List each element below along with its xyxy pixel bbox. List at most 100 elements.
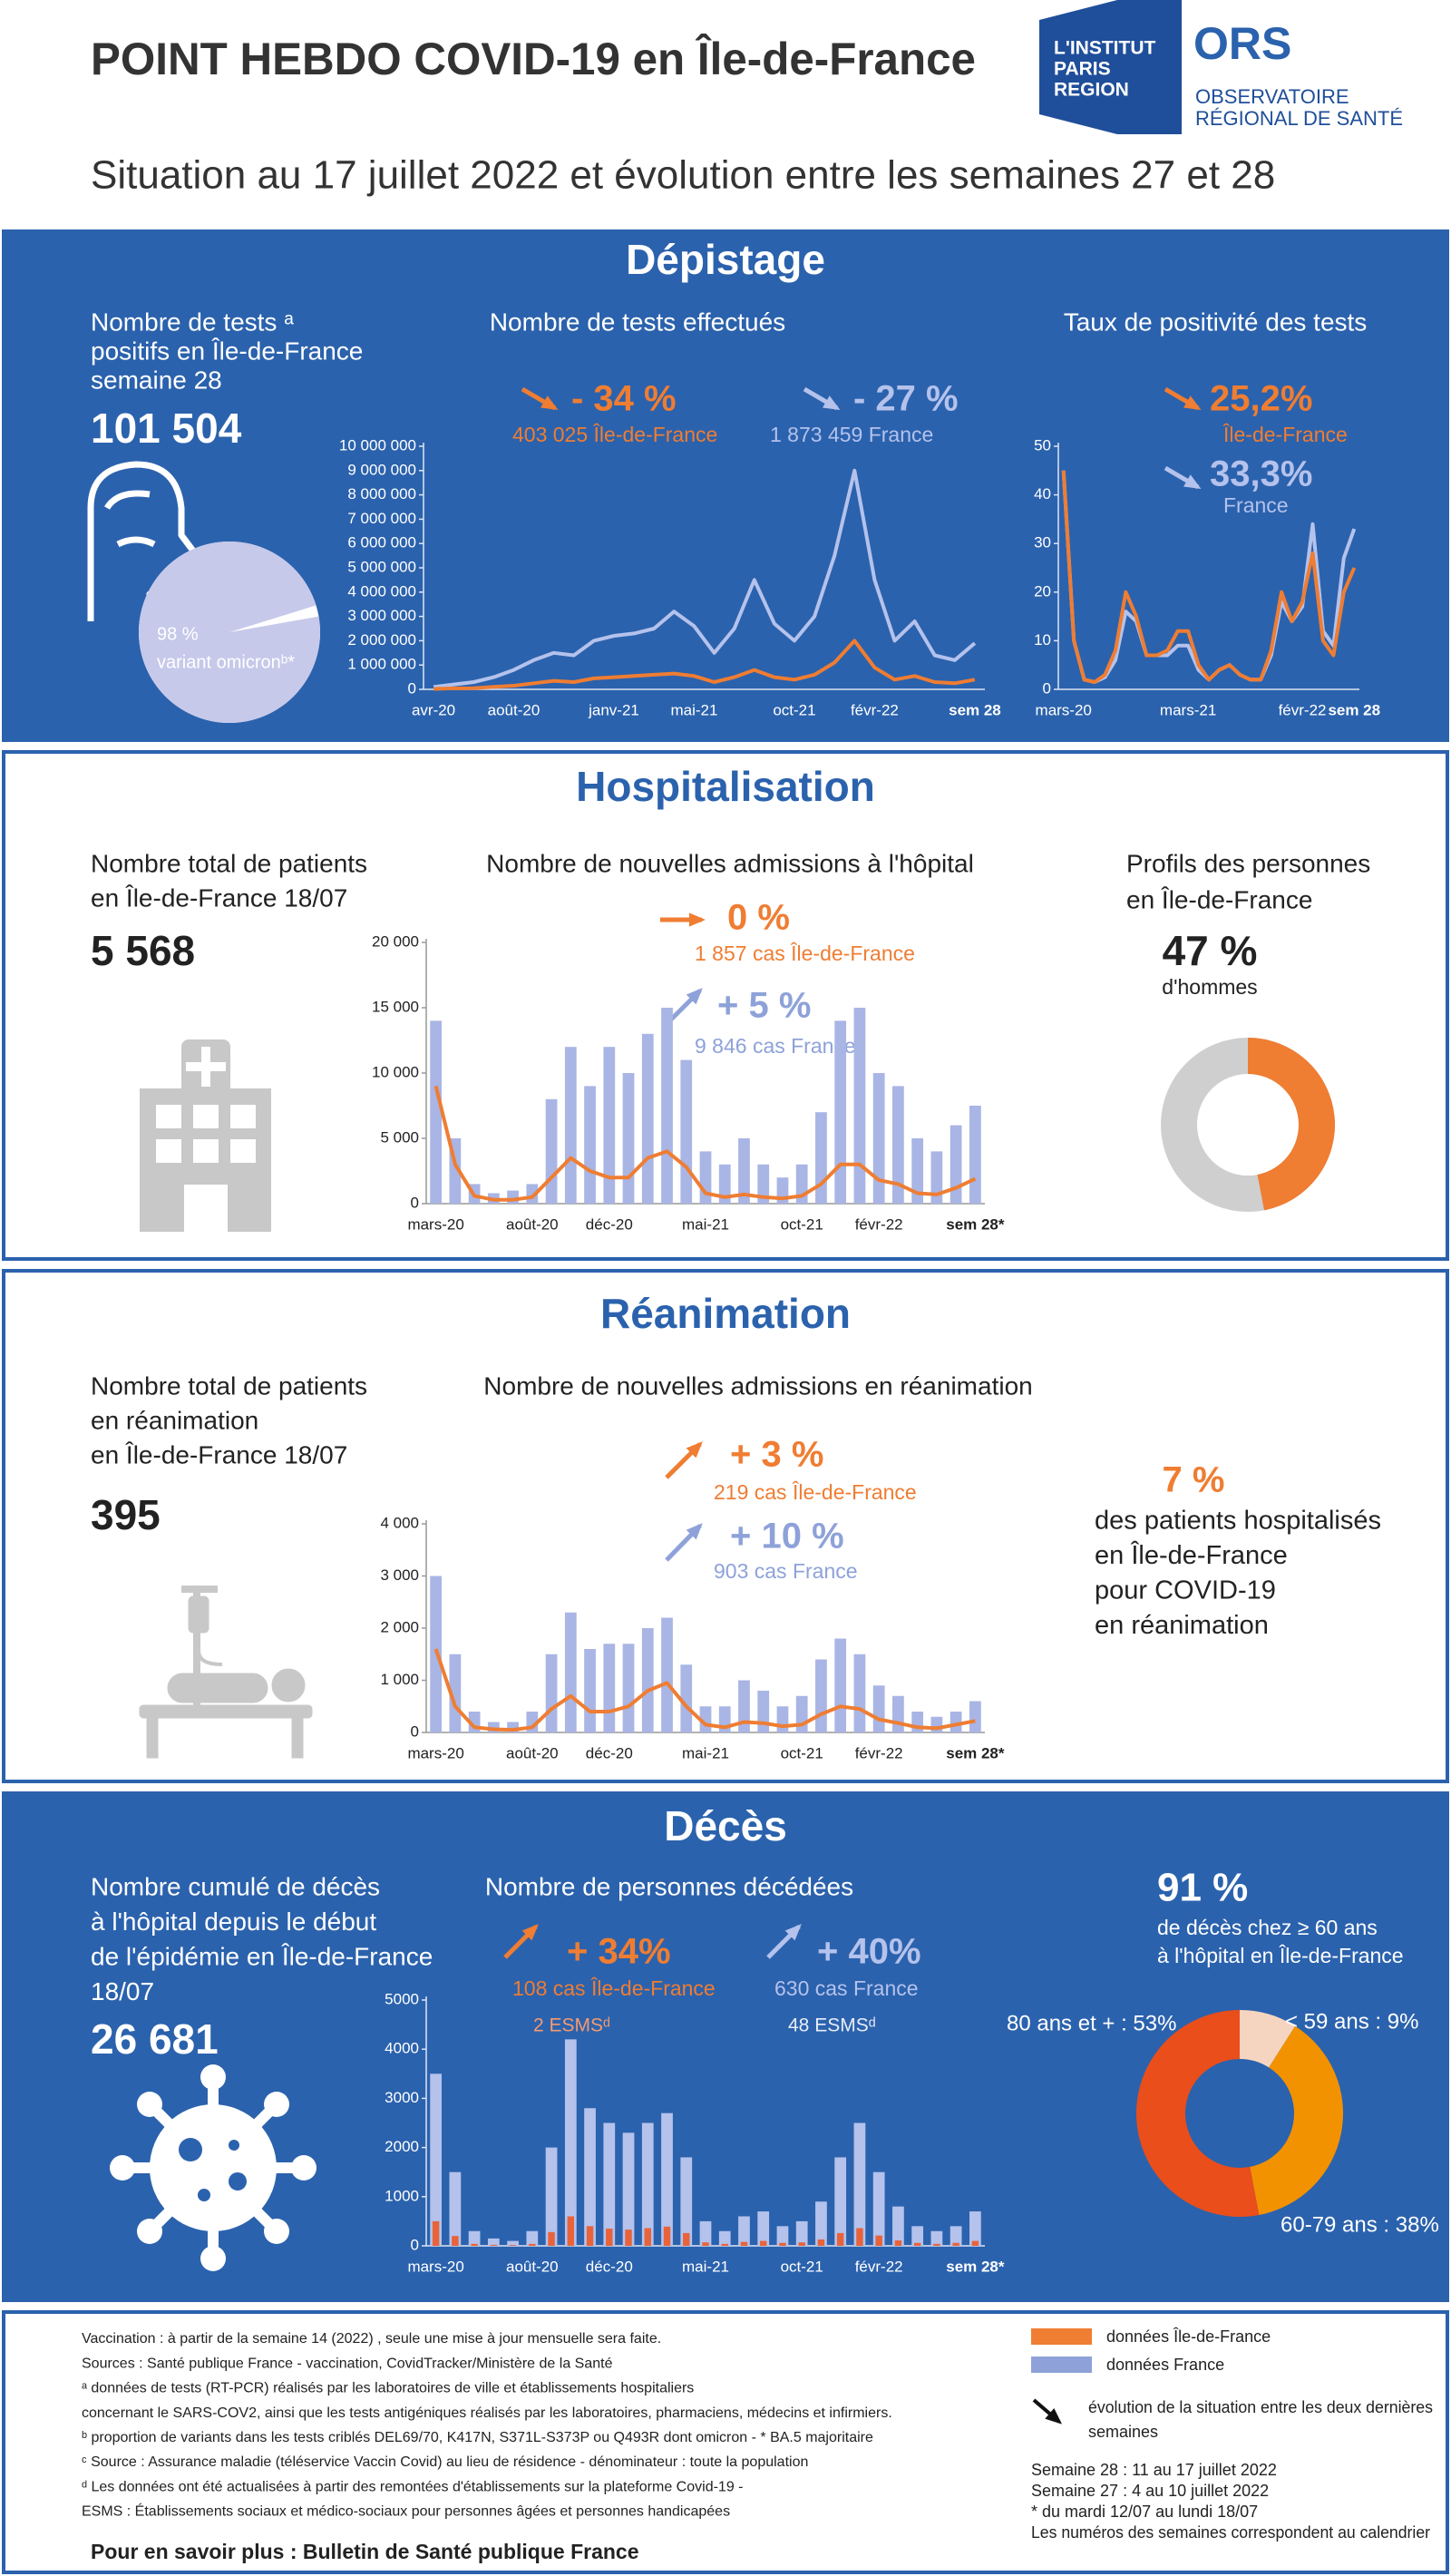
bar (606, 2229, 613, 2246)
bar (663, 2226, 671, 2246)
bar (487, 2238, 500, 2246)
kpi-value: 395 (91, 1491, 161, 1538)
bar (622, 2132, 635, 2246)
bar (795, 2220, 808, 2246)
bar (718, 2230, 731, 2246)
bed-icon (139, 1586, 313, 1759)
footnote: concernant le SARS-COV2, ainsi que les t… (82, 2405, 892, 2421)
x-tick-label: déc-20 (586, 1744, 633, 1761)
weeks-note: * du mardi 12/07 au lundi 18/07 (1031, 2503, 1258, 2521)
bar (930, 2230, 943, 2246)
donut-slice (1135, 2010, 1260, 2218)
x-tick-label: oct-21 (781, 1744, 823, 1761)
share-text: en Île-de-France (1095, 1540, 1288, 1570)
chart-title: Taux de positivité des tests (1064, 307, 1368, 336)
kpi-label: en réanimation (91, 1406, 258, 1434)
bar (738, 2216, 750, 2246)
change-idf-label: Île-de-France (1222, 423, 1348, 446)
bar (683, 2232, 690, 2246)
chart-title: Nombre de tests effectués (490, 307, 785, 336)
x-tick-label: mai-21 (682, 1215, 729, 1233)
arrow-note: évolution de la situation entre les deux… (1088, 2398, 1433, 2416)
y-tick-label: 0 (1043, 679, 1051, 697)
donut-category-label: d'hommes (1162, 975, 1257, 999)
y-tick-label: 3000 (385, 2089, 419, 2106)
x-tick-label: oct-21 (773, 701, 815, 718)
bar (721, 2243, 728, 2246)
section-title: Décès (664, 1802, 787, 1849)
logo-ors-name: RÉGIONAL DE SANTÉ (1195, 107, 1403, 130)
kpi-label: positifs en Île-de-France (91, 337, 363, 365)
change-france: + 40% (817, 1932, 921, 1972)
esms-idf: 2 ESMSᵈ (533, 2015, 610, 2036)
bar (564, 1047, 577, 1204)
bar (567, 2216, 575, 2246)
x-tick-label: févr-22 (1279, 701, 1327, 718)
trend-arrow-head (1183, 395, 1202, 411)
y-tick-label: 2 000 (380, 1618, 419, 1635)
bar (911, 1138, 924, 1204)
change-france: + 10 % (730, 1517, 844, 1556)
y-tick-label: 4000 (385, 2040, 419, 2057)
y-tick-label: 3 000 000 (347, 607, 416, 624)
bar (969, 1106, 981, 1204)
change-idf-label: 219 cas Île-de-France (714, 1480, 917, 1504)
x-tick-label: mars-20 (1036, 701, 1092, 718)
bar (625, 2230, 632, 2246)
bar (738, 1138, 750, 1204)
bar (564, 1612, 577, 1732)
x-tick-label: mai-21 (682, 1744, 729, 1761)
y-tick-label: 50 (1034, 436, 1051, 454)
footer-link: Pour en savoir plus : Bulletin de Santé … (91, 2540, 639, 2563)
y-tick-label: 2 000 000 (347, 631, 416, 649)
trend-arrow-head (540, 395, 559, 411)
x-tick-label: janv-21 (588, 701, 639, 718)
x-tick-label: sem 28* (946, 2258, 1005, 2275)
trend-arrow-head (686, 1523, 703, 1540)
kpi-value: 5 568 (91, 927, 195, 974)
bar (815, 1659, 827, 1732)
change-france-label: 1 873 459 France (770, 423, 933, 446)
kpi-value: 101 504 (91, 405, 242, 452)
footnote: ᵇ proportion de variants dans les tests … (82, 2430, 873, 2445)
bar (586, 2226, 594, 2246)
y-tick-label: 5 000 (380, 1128, 419, 1146)
trend-arrow-head (686, 988, 703, 1005)
bar (584, 1086, 596, 1204)
x-tick-label: oct-21 (781, 1215, 823, 1233)
bar (680, 1059, 693, 1204)
bar (872, 2171, 885, 2246)
legend-label: données Île-de-France (1106, 2327, 1271, 2346)
change-idf: + 34% (567, 1932, 671, 1972)
x-tick-label: déc-20 (586, 1215, 633, 1233)
x-tick-label: déc-20 (586, 2258, 633, 2275)
esms-france: 48 ESMSᵈ (788, 2015, 876, 2036)
bar (757, 1164, 770, 1204)
bar (661, 1008, 673, 1204)
legend-swatch (1031, 2328, 1092, 2345)
kpi-label: Nombre cumulé de décès (91, 1872, 380, 1900)
bar (779, 2242, 786, 2246)
footnote: Vaccination : à partir de la semaine 14 … (82, 2331, 661, 2347)
legend-label: données France (1106, 2356, 1224, 2374)
donut-label: 60-79 ans : 38% (1281, 2212, 1439, 2237)
y-tick-label: 1 000 (380, 1671, 419, 1688)
bar (487, 1722, 500, 1732)
page-subtitle: Situation au 17 juillet 2022 et évolutio… (91, 153, 1275, 198)
share-value: 7 % (1163, 1460, 1225, 1500)
bar (699, 2220, 712, 2246)
logo-ors: ORS (1193, 18, 1291, 69)
bar (680, 2157, 693, 2246)
bar (545, 1098, 558, 1204)
bar (930, 1151, 943, 1204)
series-line (433, 1085, 977, 1202)
bar (490, 2244, 498, 2246)
bar (949, 1712, 962, 1732)
donut-label: < 59 ans : 9% (1285, 2009, 1418, 2034)
y-tick-label: 10 000 (372, 1063, 419, 1080)
y-tick-label: 5 000 000 (347, 558, 416, 575)
y-tick-label: 0 (411, 2236, 419, 2253)
bar (834, 1638, 847, 1732)
bar (564, 2039, 577, 2246)
y-tick-label: 0 (408, 679, 416, 697)
